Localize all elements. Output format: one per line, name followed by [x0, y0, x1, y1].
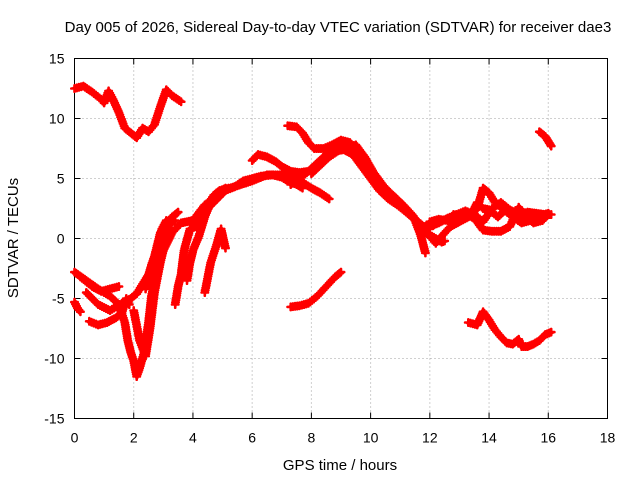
x-tick-label: 2: [130, 430, 138, 446]
data-series-arc-2: [70, 297, 85, 317]
x-tick-label: 0: [71, 430, 79, 446]
chart-title: Day 005 of 2026, Sidereal Day-to-day VTE…: [65, 19, 612, 36]
tick-layer: 0 2 4 6 8 10 12 14 16 18 -15 -10 -5 0 5 10 15: [44, 51, 615, 446]
series-layer: [70, 81, 556, 381]
x-tick-label: 6: [248, 430, 256, 446]
data-series-arc-18: [286, 267, 346, 312]
x-tick-label: 8: [307, 430, 315, 446]
x-tick-label: 10: [363, 430, 379, 446]
x-tick-label: 16: [540, 430, 556, 446]
data-series-arc-11: [200, 224, 230, 297]
x-axis-label: GPS time / hours: [283, 457, 397, 474]
data-series-arc-23: [449, 198, 530, 224]
data-series-arc-6: [75, 272, 124, 296]
x-tick-label: 18: [600, 430, 616, 446]
y-tick-label: 5: [57, 171, 65, 187]
y-tick-label: -15: [44, 411, 64, 427]
data-series-arc-25: [534, 127, 556, 151]
y-tick-label: 10: [49, 111, 65, 127]
x-tick-label: 12: [422, 430, 438, 446]
data-series-arc-24: [463, 307, 556, 351]
data-series-arc-5: [84, 294, 134, 330]
data-series-arc-7: [129, 216, 180, 361]
data-series-arc-1: [70, 81, 186, 143]
data-series-arc-8: [141, 216, 171, 294]
y-tick-label: 0: [57, 231, 65, 247]
y-axis-label: SDTVAR / TECUs: [5, 178, 22, 298]
y-tick-label: 15: [49, 51, 65, 67]
y-tick-label: -5: [52, 291, 65, 307]
x-tick-label: 4: [189, 430, 197, 446]
data-series-arc-13: [218, 170, 334, 204]
data-series-arc-22: [425, 230, 450, 247]
y-tick-label: -10: [44, 351, 64, 367]
data-series-arc-17: [286, 140, 430, 258]
data-series-arc-14: [247, 145, 435, 234]
x-tick-label: 14: [481, 430, 497, 446]
